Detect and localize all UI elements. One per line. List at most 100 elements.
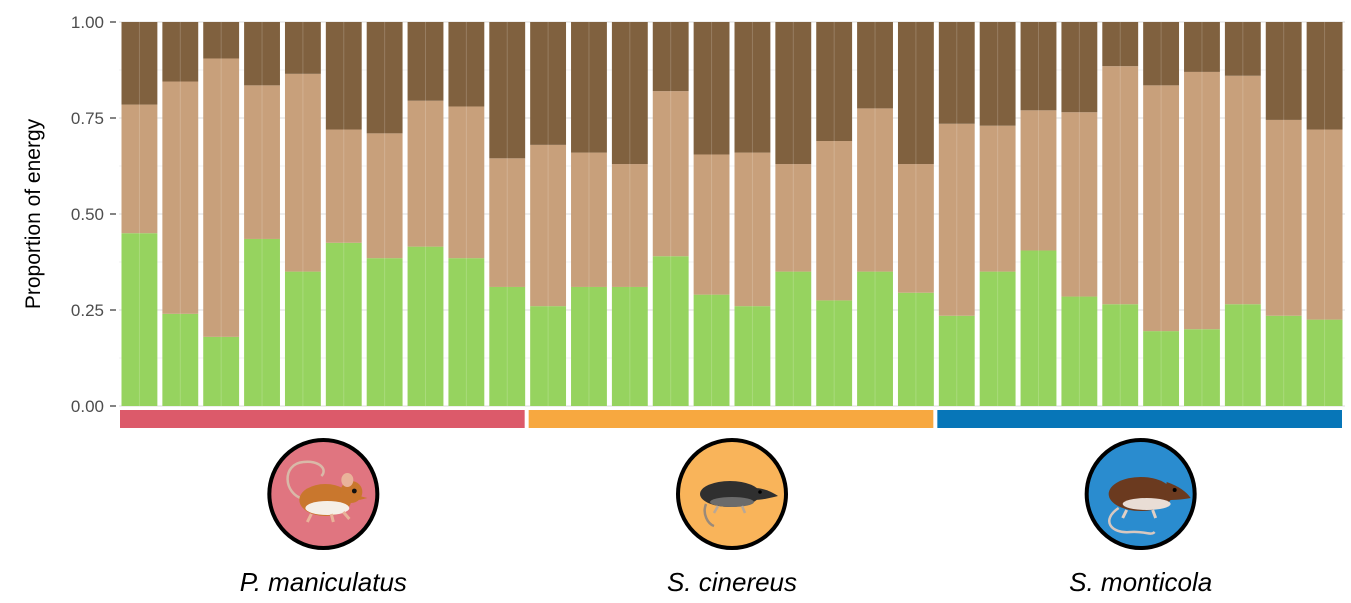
bar-segment-s2-26 xyxy=(1143,85,1180,332)
bar-segment-s1-5 xyxy=(284,271,321,406)
bar-segment-s1-18 xyxy=(816,300,853,406)
bar-segment-s2-7 xyxy=(366,133,403,259)
bar-segment-s1-25 xyxy=(1102,304,1139,406)
group-strip-1 xyxy=(120,410,525,428)
bar-segment-s1-4 xyxy=(244,238,280,406)
bar-segment-s3-4 xyxy=(244,22,280,86)
bar-segment-s1-24 xyxy=(1061,296,1098,406)
bar-segment-s3-28 xyxy=(1224,22,1261,76)
montane-shrew-icon xyxy=(1084,438,1197,550)
bar-segment-s1-9 xyxy=(448,258,485,406)
bar-segment-s3-25 xyxy=(1102,22,1139,67)
bar-segment-s3-22 xyxy=(979,22,1016,126)
bar-segment-s1-1 xyxy=(121,233,158,406)
bar-segment-s1-6 xyxy=(325,242,362,406)
bar-segment-s1-26 xyxy=(1143,331,1180,406)
species-groups: P. maniculatus S. cinereus S. monticola xyxy=(120,410,1342,597)
bar-segment-s1-21 xyxy=(938,315,975,406)
bar-segment-s2-20 xyxy=(897,164,934,293)
bar-segment-s1-29 xyxy=(1265,315,1302,406)
bar-segment-s1-13 xyxy=(611,286,648,406)
bar-segment-s2-6 xyxy=(325,129,362,243)
bar-segment-s3-13 xyxy=(611,22,648,165)
bar-segment-s1-22 xyxy=(979,271,1016,406)
bar-segment-s3-29 xyxy=(1265,22,1302,120)
bar-segment-s1-11 xyxy=(530,306,567,406)
species-label-1: P. maniculatus xyxy=(240,567,407,597)
bar-segment-s1-10 xyxy=(489,286,526,406)
bar-segment-s2-5 xyxy=(284,73,321,272)
bar-segment-s2-28 xyxy=(1224,75,1261,305)
species-label-2: S. cinereus xyxy=(667,567,797,597)
bar-segment-s3-19 xyxy=(857,22,893,109)
y-tick-label: 1.00 xyxy=(71,13,104,32)
bar-segment-s3-2 xyxy=(162,22,199,82)
bar-segment-s1-2 xyxy=(162,313,199,406)
bar-segment-s1-12 xyxy=(571,286,607,406)
bar-segment-s3-20 xyxy=(897,22,934,165)
y-tick-label: 0.50 xyxy=(71,205,104,224)
species-label-3: S. monticola xyxy=(1069,567,1212,597)
bar-segment-s3-11 xyxy=(530,22,567,145)
bar-segment-s3-6 xyxy=(325,22,362,130)
bar-segment-s1-14 xyxy=(652,256,689,406)
bar-segment-s1-15 xyxy=(693,294,730,406)
bar-segment-s2-12 xyxy=(571,152,607,287)
bar-segment-s2-14 xyxy=(652,91,689,257)
bar-segment-s2-15 xyxy=(693,154,730,295)
bar-segment-s3-12 xyxy=(571,22,607,153)
bar-segment-s2-24 xyxy=(1061,112,1098,297)
bar-segment-s1-7 xyxy=(366,258,403,406)
bar-segment-s2-21 xyxy=(938,123,975,316)
bar-segment-s2-2 xyxy=(162,81,199,314)
y-tick-label: 0.00 xyxy=(71,397,104,416)
bar-segment-s2-10 xyxy=(489,158,526,287)
bar-segment-s1-3 xyxy=(203,336,240,406)
bars-layer xyxy=(121,22,1343,406)
bar-segment-s1-23 xyxy=(1020,250,1057,406)
bar-segment-s2-11 xyxy=(530,144,567,307)
y-axis: 0.00 0.25 0.50 0.75 1.00 xyxy=(71,13,116,416)
bar-segment-s1-19 xyxy=(857,271,893,406)
bar-segment-s2-25 xyxy=(1102,66,1139,305)
bar-segment-s2-9 xyxy=(448,106,485,259)
bar-segment-s2-19 xyxy=(857,108,893,272)
bar-segment-s3-1 xyxy=(121,22,158,105)
bar-segment-s1-27 xyxy=(1184,329,1220,406)
bar-segment-s2-22 xyxy=(979,125,1016,272)
bar-segment-s3-5 xyxy=(284,22,321,74)
bar-segment-s3-24 xyxy=(1061,22,1098,113)
bar-segment-s3-7 xyxy=(366,22,403,134)
bar-segment-s2-17 xyxy=(775,164,812,272)
bar-segment-s3-23 xyxy=(1020,22,1057,111)
bar-segment-s2-4 xyxy=(244,85,280,239)
shrew-icon xyxy=(676,438,788,550)
y-tick-label: 0.25 xyxy=(71,301,104,320)
bar-segment-s2-3 xyxy=(203,58,240,337)
bar-segment-s1-30 xyxy=(1306,319,1343,406)
bar-segment-s3-10 xyxy=(489,22,526,159)
bar-segment-s3-16 xyxy=(734,22,771,153)
bar-segment-s1-16 xyxy=(734,306,771,406)
bar-segment-s1-20 xyxy=(897,292,934,406)
bar-segment-s2-30 xyxy=(1306,129,1343,320)
bar-segment-s3-17 xyxy=(775,22,812,165)
bar-segment-s3-27 xyxy=(1184,22,1220,72)
group-strip-2 xyxy=(528,410,934,428)
y-axis-title: Proportion of energy xyxy=(22,118,45,309)
bar-segment-s2-29 xyxy=(1265,119,1302,316)
deer-mouse-icon xyxy=(267,438,380,550)
bar-segment-s3-9 xyxy=(448,22,485,107)
bar-segment-s3-8 xyxy=(407,22,444,101)
bar-segment-s2-27 xyxy=(1184,71,1220,330)
bar-segment-s2-8 xyxy=(407,100,444,247)
bar-segment-s3-26 xyxy=(1143,22,1180,86)
bar-segment-s3-15 xyxy=(693,22,730,155)
y-tick-label: 0.75 xyxy=(71,109,104,128)
bar-segment-s3-3 xyxy=(203,22,240,59)
bar-segment-s1-17 xyxy=(775,271,812,406)
bar-segment-s1-8 xyxy=(407,246,444,406)
bar-segment-s2-13 xyxy=(611,164,648,287)
